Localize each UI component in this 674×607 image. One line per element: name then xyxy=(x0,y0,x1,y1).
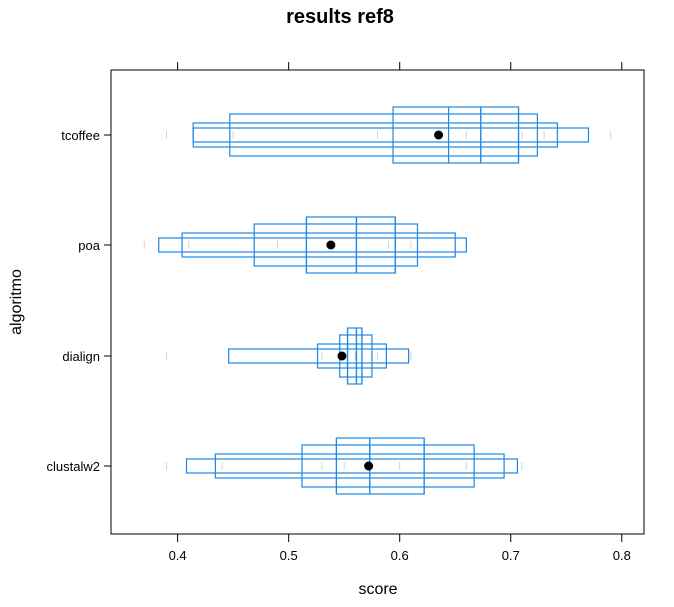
x-tick-label: 0.4 xyxy=(169,548,187,563)
box-level xyxy=(214,453,505,479)
x-axis-top-ticks xyxy=(177,62,623,70)
y-axis-title: algoritmo xyxy=(8,269,25,335)
mean-point xyxy=(326,240,336,250)
box-level xyxy=(335,437,425,495)
box-level xyxy=(192,127,590,143)
box-level xyxy=(392,106,520,164)
box-level xyxy=(185,458,519,474)
box-level xyxy=(316,343,387,369)
box-level xyxy=(228,348,410,364)
x-axis-title: score xyxy=(358,581,397,598)
y-tick-label: tcoffee xyxy=(61,128,100,143)
box-level xyxy=(181,232,456,258)
x-tick-label: 0.6 xyxy=(391,548,409,563)
y-tick-label: poa xyxy=(78,238,100,253)
plot-frame xyxy=(110,69,645,535)
y-tick-label: dialign xyxy=(62,349,100,364)
box-group-tcoffee xyxy=(166,106,612,164)
box-level xyxy=(229,113,539,157)
mean-point xyxy=(364,461,374,471)
x-tick-label: 0.5 xyxy=(280,548,298,563)
box-group-clustalw2 xyxy=(166,437,523,495)
mean-point xyxy=(337,351,347,361)
box-group-poa xyxy=(143,216,467,274)
x-tick-label: 0.8 xyxy=(613,548,631,563)
box-level xyxy=(192,122,558,148)
mean-point xyxy=(434,130,444,140)
box-level xyxy=(253,223,419,267)
box-level xyxy=(158,237,467,253)
plot-area xyxy=(143,106,612,495)
x-axis-bottom-ticks: 0.4 0.5 0.6 0.7 0.8 xyxy=(169,534,631,563)
box-level xyxy=(305,216,396,274)
y-axis-categories: tcoffee poa dialign clustalw2 xyxy=(47,128,111,474)
box-level xyxy=(301,444,475,488)
y-tick-label: clustalw2 xyxy=(47,459,100,474)
box-level xyxy=(346,327,363,385)
chart-title: results ref8 xyxy=(286,6,394,28)
x-tick-label: 0.7 xyxy=(502,548,520,563)
box-group-dialign xyxy=(166,327,412,385)
